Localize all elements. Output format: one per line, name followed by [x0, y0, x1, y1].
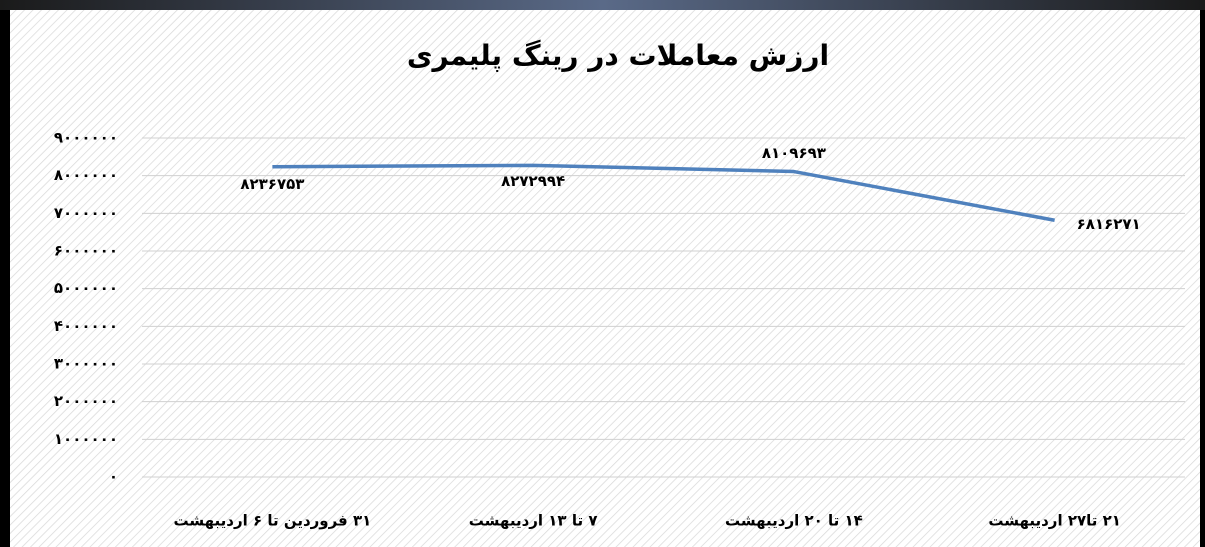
y-tick-label: ۲۰۰۰۰۰۰	[54, 392, 118, 410]
x-tick-label: ۷ تا ۱۳ اردیبهشت	[469, 512, 598, 530]
x-tick-label: ۳۱ فروردین تا ۶ اردیبهشت	[173, 512, 371, 530]
y-tick-label: ۴۰۰۰۰۰۰	[54, 317, 118, 335]
y-tick-label: ۳۰۰۰۰۰۰	[54, 355, 118, 373]
top-border	[0, 0, 1205, 10]
x-tick-label: ۲۱ تا۲۷ اردیبهشت	[988, 512, 1121, 530]
y-tick-label: ۵۰۰۰۰۰۰	[54, 279, 118, 297]
chart-area	[10, 10, 1200, 547]
y-tick-label: ۷۰۰۰۰۰۰	[54, 204, 118, 222]
y-tick-label: ۰	[109, 468, 118, 486]
y-tick-label: ۶۰۰۰۰۰۰	[54, 242, 118, 260]
data-label: ۶۸۱۶۲۷۱	[1077, 215, 1141, 233]
y-tick-label: ۱۰۰۰۰۰۰	[54, 430, 118, 448]
y-tick-label: ۸۰۰۰۰۰۰	[54, 166, 118, 184]
chart-title: ارزش معاملات در رینگ پلیمری	[407, 39, 829, 72]
line	[272, 163, 1055, 222]
x-tick-label: ۱۴ تا ۲۰ اردیبهشت	[725, 512, 863, 530]
data-label: ۸۲۳۶۷۵۳	[240, 175, 304, 193]
y-tick-label: ۹۰۰۰۰۰۰	[54, 129, 118, 147]
data-label: ۸۲۷۲۹۹۴	[501, 172, 565, 190]
data-label: ۸۱۰۹۶۹۳	[762, 144, 826, 162]
